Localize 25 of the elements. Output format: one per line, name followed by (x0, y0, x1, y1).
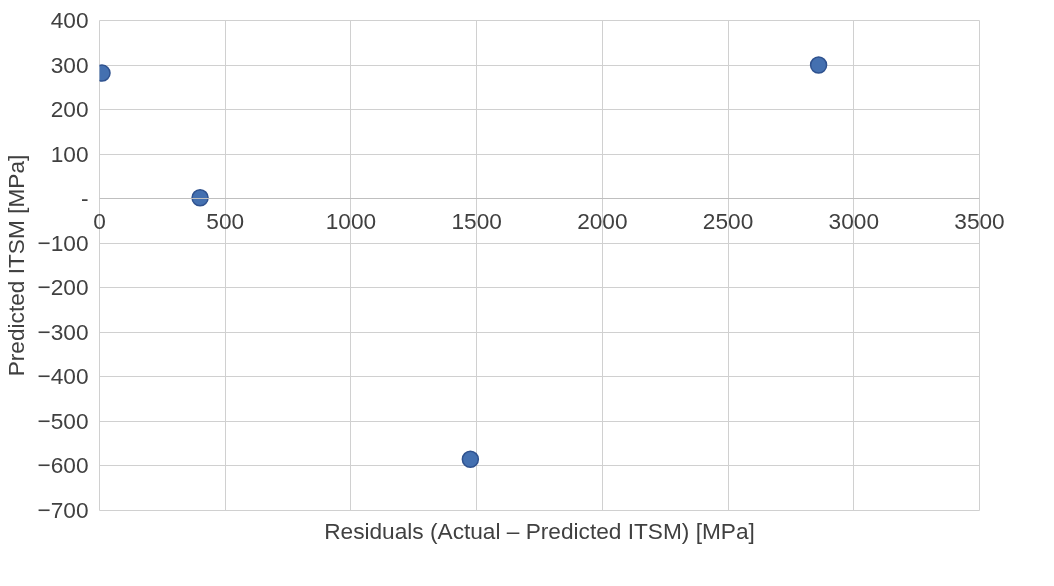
y-tick-label: −200 (37, 274, 89, 301)
y-tick-label: −300 (37, 318, 89, 345)
y-tick-label: −500 (37, 407, 89, 434)
y-tick-label: 300 (50, 51, 89, 78)
x-tick-label: 3000 (828, 207, 879, 234)
y-tick-label: −100 (37, 229, 89, 256)
x-tick-label: 500 (206, 207, 245, 234)
x-tick-label: 2500 (702, 207, 754, 234)
y-tick-label: −700 (37, 497, 89, 523)
y-tick-label: 200 (50, 96, 89, 123)
y-tick-label: - (80, 185, 89, 212)
x-tick-label: 1000 (325, 207, 377, 234)
y-axis-title: Predicted ITSM [MPa] (3, 154, 30, 377)
y-tick-label: 400 (50, 7, 89, 33)
x-axis-title: Residuals (Actual – Predicted ITSM) [MPa] (324, 517, 755, 544)
y-tick-label: −400 (37, 363, 89, 390)
point (191, 189, 209, 207)
y-tick-label: −600 (37, 452, 89, 479)
point (461, 450, 480, 469)
x-tick-label: 0 (93, 207, 106, 234)
y-tick-label: 100 (50, 140, 89, 167)
x-tick-label: 3500 (954, 207, 1005, 234)
x-tick-label: 1500 (451, 207, 502, 234)
point (809, 56, 828, 74)
x-tick-label: 2000 (577, 207, 628, 234)
